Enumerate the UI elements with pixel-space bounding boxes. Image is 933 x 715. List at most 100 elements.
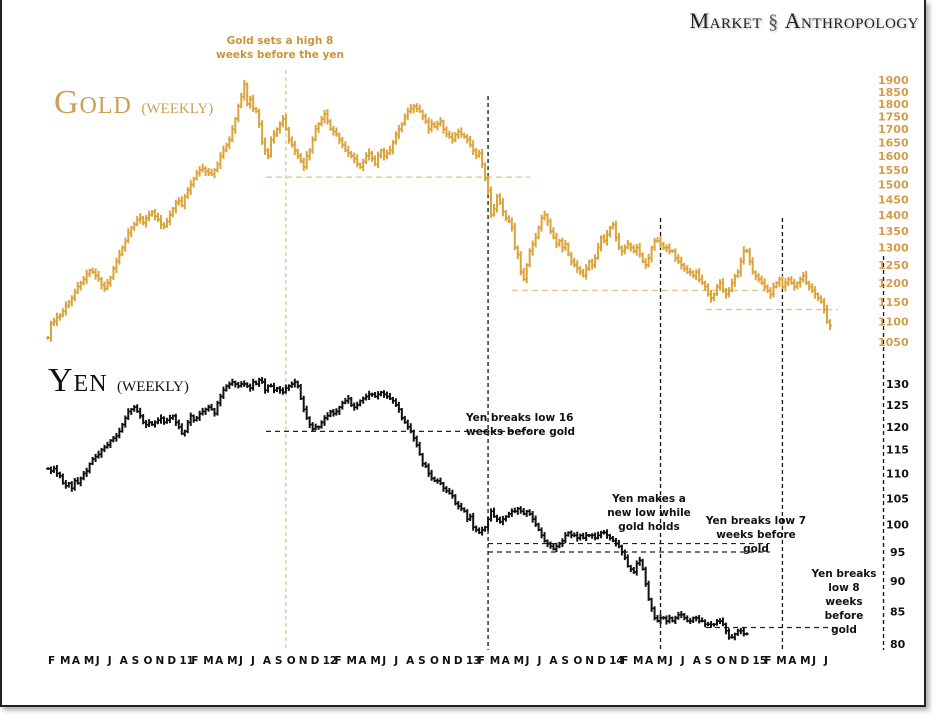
x-axis: F M A M J J A S O N D 11F M A M J J A S O N D 12F M A M J J A S O N D 13F… [48,655,828,667]
gold-y-tick-label: 1250 [878,259,909,272]
yen-title-text: Yen [48,362,108,399]
gold-y-tick-label: 1600 [878,150,909,163]
annotation-line: gold holds [618,521,680,533]
gold-y-tick-label: 1650 [878,136,909,149]
annotation-line: low 8 weeks [825,582,863,608]
x-tick-label: M [84,655,94,667]
x-tick-label: M [657,655,667,667]
annotation-line: new low while [607,507,691,519]
x-tick-label: A [788,655,797,667]
annotation-line: Gold sets a high 8 [226,35,334,47]
x-tick-label: O [144,655,153,667]
annotation-line: Yen breaks low 16 [466,412,574,424]
annotation-yen-new-low: Yen makes a new low while gold holds [606,492,692,534]
x-tick-label: D [740,655,749,667]
gold-y-tick-label: 1100 [878,315,909,328]
yen-chart-title: Yen (WEEKLY) [48,362,189,400]
x-tick-label: M [776,655,786,667]
x-tick-label: J [107,655,112,667]
x-tick-label: J [525,655,530,667]
x-tick-label: J [536,655,541,667]
yen-y-tick-label: 90 [890,575,906,588]
x-tick-label: M [633,655,643,667]
x-tick-label: M [490,655,500,667]
x-tick-label: A [502,655,511,667]
x-tick-label: F [621,655,628,667]
gold-y-tick-label: 1700 [878,123,909,136]
gold-y-tick-label: 1350 [878,225,909,238]
x-tick-label: 11 [179,655,194,667]
x-tick-label: J [381,655,386,667]
x-tick-label: O [573,655,582,667]
x-tick-label: F [48,655,55,667]
x-tick-label: D [167,655,176,667]
annotation-yen-break-16: Yen breaks low 16 weeks before gold [466,411,591,439]
x-tick-label: A [358,655,367,667]
annotation-line: Yen breaks low 7 [705,515,807,527]
x-tick-label: J [668,655,673,667]
x-tick-label: M [514,655,524,667]
x-tick-label: M [203,655,213,667]
x-tick-label: A [120,655,129,667]
yen-y-tick-label: 120 [886,421,909,434]
yen-y-tick-label: 110 [886,467,909,480]
x-tick-label: S [275,655,283,667]
x-tick-label: J [811,655,816,667]
gold-y-tick-label: 1300 [878,242,909,255]
gold-y-tick-label: 1900 [878,74,909,87]
x-tick-label: J [393,655,398,667]
brand-logo: Market § Anthropology [690,8,919,34]
x-tick-label: 13 [466,655,481,667]
x-tick-label: N [299,655,308,667]
gold-y-tick-label: 1450 [878,193,909,206]
brand-right: Anthropology [784,8,919,33]
x-tick-label: 14 [609,655,624,667]
x-tick-label: N [442,655,451,667]
annotation-gold-high: Gold sets a high 8 weeks before the yen [205,34,355,62]
gold-chart-title: Gold (WEEKLY) [54,84,213,122]
yen-y-axis: 130 125 120 115 110 105 100 95 90 85 80 [886,378,909,651]
x-tick-label: N [585,655,594,667]
x-tick-label: A [645,655,654,667]
gold-y-tick-label: 1850 [878,86,909,99]
yen-y-tick-label: 105 [886,492,909,505]
x-tick-label: S [418,655,426,667]
gold-title-subtitle: (WEEKLY) [141,101,214,117]
x-tick-label: O [717,655,726,667]
yen-y-tick-label: 95 [890,546,905,559]
annotation-line: Yen makes a [612,493,686,505]
x-tick-label: D [454,655,463,667]
x-tick-label: M [60,655,70,667]
yen-y-tick-label: 100 [886,519,909,532]
yen-y-tick-label: 85 [890,606,905,619]
x-tick-label: N [155,655,164,667]
yen-series [46,377,749,641]
annotation-line: weeks before gold [716,529,796,555]
annotation-line: weeks before gold [466,426,576,438]
x-tick-label: M [370,655,380,667]
x-tick-label: F [335,655,342,667]
x-tick-label: S [705,655,713,667]
x-tick-label: A [693,655,702,667]
x-tick-label: J [95,655,100,667]
brand-left: Market [689,8,763,33]
annotation-line: before gold [824,610,864,636]
gold-series [46,79,832,342]
x-tick-label: M [800,655,810,667]
gold-y-tick-label: 1500 [878,178,909,191]
x-tick-label: O [287,655,296,667]
annotation-line: Yen breaks [811,568,877,580]
x-tick-label: D [311,655,320,667]
x-tick-label: J [823,655,828,667]
x-tick-label: M [227,655,237,667]
x-tick-label: A [72,655,81,667]
x-tick-label: A [406,655,415,667]
x-tick-label: J [238,655,243,667]
x-tick-label: A [549,655,558,667]
yen-title-subtitle: (WEEKLY) [117,379,189,395]
gold-y-tick-label: 1050 [878,336,909,349]
annotation-yen-break-7: Yen breaks low 7 weeks before gold [704,514,808,556]
gold-y-tick-label: 1800 [878,98,909,111]
